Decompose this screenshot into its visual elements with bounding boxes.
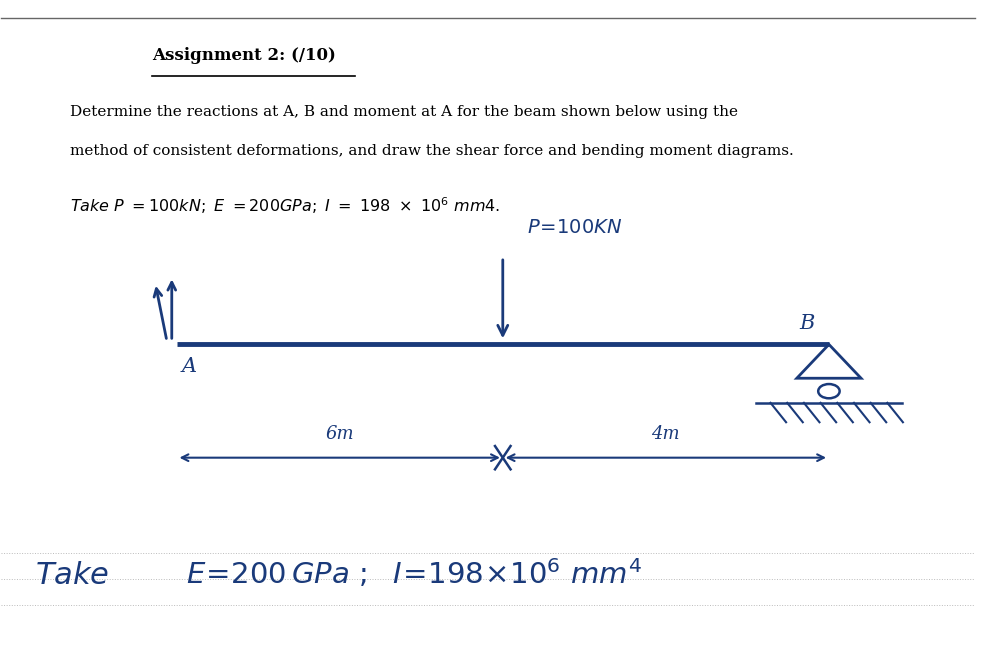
Text: Determine the reactions at A, B and moment at A for the beam shown below using t: Determine the reactions at A, B and mome… (69, 105, 737, 119)
Text: A: A (182, 358, 197, 376)
Text: B: B (799, 314, 815, 333)
Text: $\mathit{Take}$: $\mathit{Take}$ (36, 562, 110, 590)
Text: method of consistent deformations, and draw the shear force and bending moment d: method of consistent deformations, and d… (69, 144, 793, 158)
Text: $\mathit{E\!=\!200\,GPa\ ;\ \ I\!=\!198\!\times\!10^{6}\ mm^{4}}$: $\mathit{E\!=\!200\,GPa\ ;\ \ I\!=\!198\… (187, 558, 642, 590)
Text: 4m: 4m (651, 426, 680, 443)
Text: 6m: 6m (325, 426, 354, 443)
Text: $\bf{\it{Take\ P\ =100kN;\ E\ =200GPa;\ I\ =\ 198\ \times\ 10^{6}\ mm4.}}$: $\bf{\it{Take\ P\ =100kN;\ E\ =200GPa;\ … (69, 196, 500, 216)
Text: $P\!=\!100KN$: $P\!=\!100KN$ (528, 218, 622, 237)
Text: Assignment 2: (/10): Assignment 2: (/10) (152, 47, 336, 64)
